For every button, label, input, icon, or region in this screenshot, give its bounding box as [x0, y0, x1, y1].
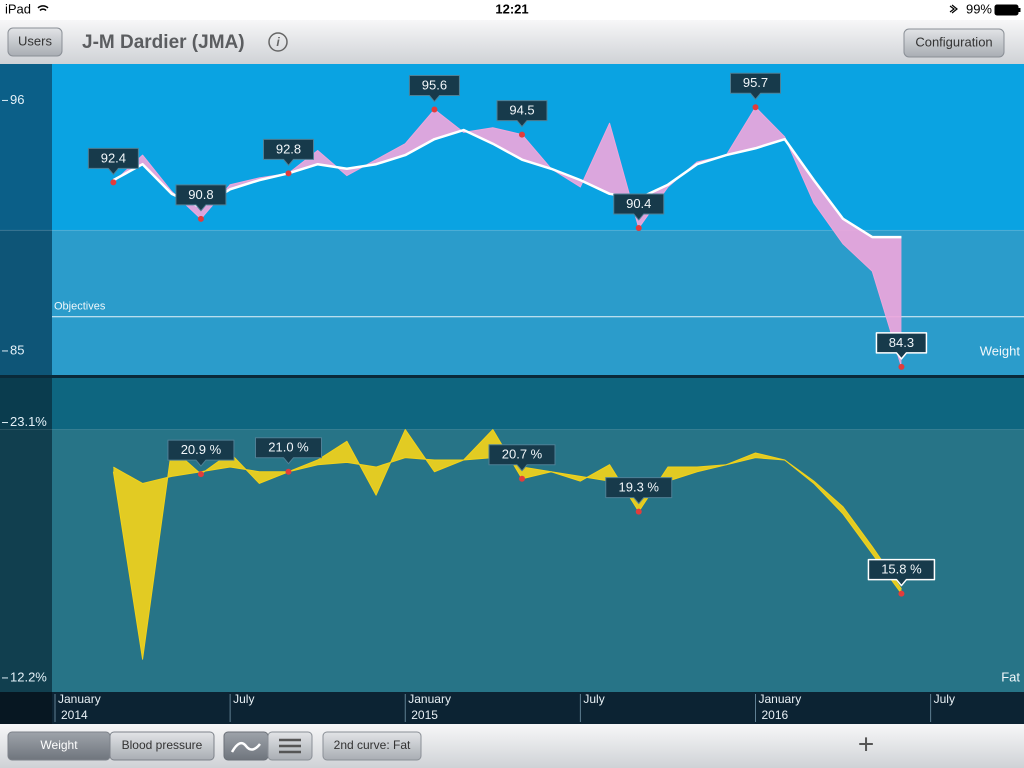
y-tick-label: 23.1%: [10, 414, 47, 429]
callout-label: 20.9 %: [181, 442, 222, 457]
curve-icon[interactable]: [230, 741, 261, 753]
reading-marker: [635, 224, 642, 231]
x-tick-year: 2014: [61, 708, 88, 722]
clock: 12:21: [495, 1, 528, 16]
segmented-control: Weight Blood pressure: [7, 731, 215, 761]
chart-divider: [0, 375, 1024, 378]
axis-column-upper: [0, 64, 52, 231]
x-tick-label: January: [759, 692, 802, 706]
axis-column-lower: [0, 230, 52, 376]
callout-label: 90.8: [188, 187, 213, 202]
second-curve-label[interactable]: 2nd curve: Fat: [334, 738, 411, 752]
axis-column-lower: [0, 429, 52, 692]
segment-label[interactable]: Blood pressure: [122, 738, 203, 752]
nav-bar: [0, 20, 1024, 64]
callout-label: 95.6: [422, 77, 447, 92]
callout: [496, 100, 548, 128]
x-tick-year: 2015: [411, 708, 438, 722]
x-axis-corner: [0, 692, 52, 724]
reading-marker: [635, 508, 642, 515]
callout-label: 95.7: [743, 75, 768, 90]
callout-label: 21.0 %: [268, 440, 309, 455]
callout: [255, 437, 322, 465]
reading-marker: [519, 131, 525, 138]
plot-zone-upper: [52, 378, 1024, 430]
callout-label: 15.8 %: [881, 562, 922, 577]
info-icon[interactable]: i: [276, 35, 280, 49]
x-tick-year: 2016: [762, 708, 789, 722]
callout-label: 20.7 %: [502, 447, 543, 462]
segment[interactable]: [109, 731, 215, 761]
reading-marker: [752, 104, 759, 111]
reading-marker: [197, 215, 204, 222]
battery-level: 99%: [966, 1, 992, 16]
callout: [605, 477, 673, 505]
reading-marker: [285, 170, 292, 177]
battery-icon: [994, 4, 1019, 16]
reading-marker: [519, 475, 525, 482]
add-button[interactable]: +: [858, 728, 874, 759]
callout: [167, 439, 235, 467]
second-curve-button[interactable]: [322, 731, 422, 761]
callout: [175, 184, 227, 212]
reading-marker: [431, 106, 438, 113]
configuration-button-label[interactable]: Configuration: [915, 34, 992, 49]
y-tick-label: 96: [10, 92, 24, 107]
objective-label: Objectives: [54, 301, 106, 313]
reading-marker: [898, 363, 905, 370]
x-axis-strip: [0, 692, 1024, 724]
x-tick-label: January: [408, 692, 451, 706]
chart-label: Weight: [980, 343, 1021, 358]
users-button[interactable]: [7, 27, 63, 57]
callout: [613, 193, 665, 221]
callout: [730, 72, 781, 100]
status-bar: [0, 0, 1024, 20]
x-tick-label: January: [58, 692, 101, 706]
chart-label: Fat: [1001, 669, 1020, 684]
charts: 96 85 Objectives 92.4 90.8 92.8 95.6 94.5 90.4 95…: [0, 64, 1024, 724]
users-button-label[interactable]: Users: [18, 33, 52, 48]
callout-label: 92.4: [101, 150, 126, 165]
callout: [87, 147, 139, 175]
callout: [263, 138, 314, 166]
axis-column-upper: [0, 378, 52, 430]
nav-title: J-M Dardier (JMA): [82, 32, 245, 53]
wifi-icon: [37, 5, 49, 12]
x-tick-label: July: [583, 692, 604, 706]
info-button[interactable]: [268, 32, 288, 52]
reading-marker: [898, 590, 905, 597]
readings-line: [113, 106, 902, 368]
callout: [867, 558, 936, 587]
carrier: iPad: [5, 1, 31, 16]
configuration-button[interactable]: [903, 28, 1005, 58]
x-tick-label: July: [934, 692, 955, 706]
callout: [408, 75, 460, 103]
callout-label: 90.4: [626, 196, 651, 211]
y-tick-label: 12.2%: [10, 669, 47, 684]
callout-label: 19.3 %: [619, 480, 660, 495]
battery-tip: [1018, 8, 1021, 12]
reading-marker: [197, 471, 204, 478]
callout: [488, 444, 556, 472]
list-icon[interactable]: [279, 738, 301, 754]
callout-label: 94.5: [509, 103, 534, 118]
average-line: [112, 128, 902, 239]
reading-marker: [285, 468, 292, 475]
callout: [875, 332, 928, 360]
reading-marker: [110, 179, 117, 186]
y-tick-label: 85: [10, 342, 24, 357]
callout-label: 84.3: [889, 335, 914, 350]
callout-label: 92.8: [276, 141, 301, 156]
segment-label[interactable]: Weight: [40, 738, 78, 752]
x-tick-label: July: [233, 692, 254, 706]
